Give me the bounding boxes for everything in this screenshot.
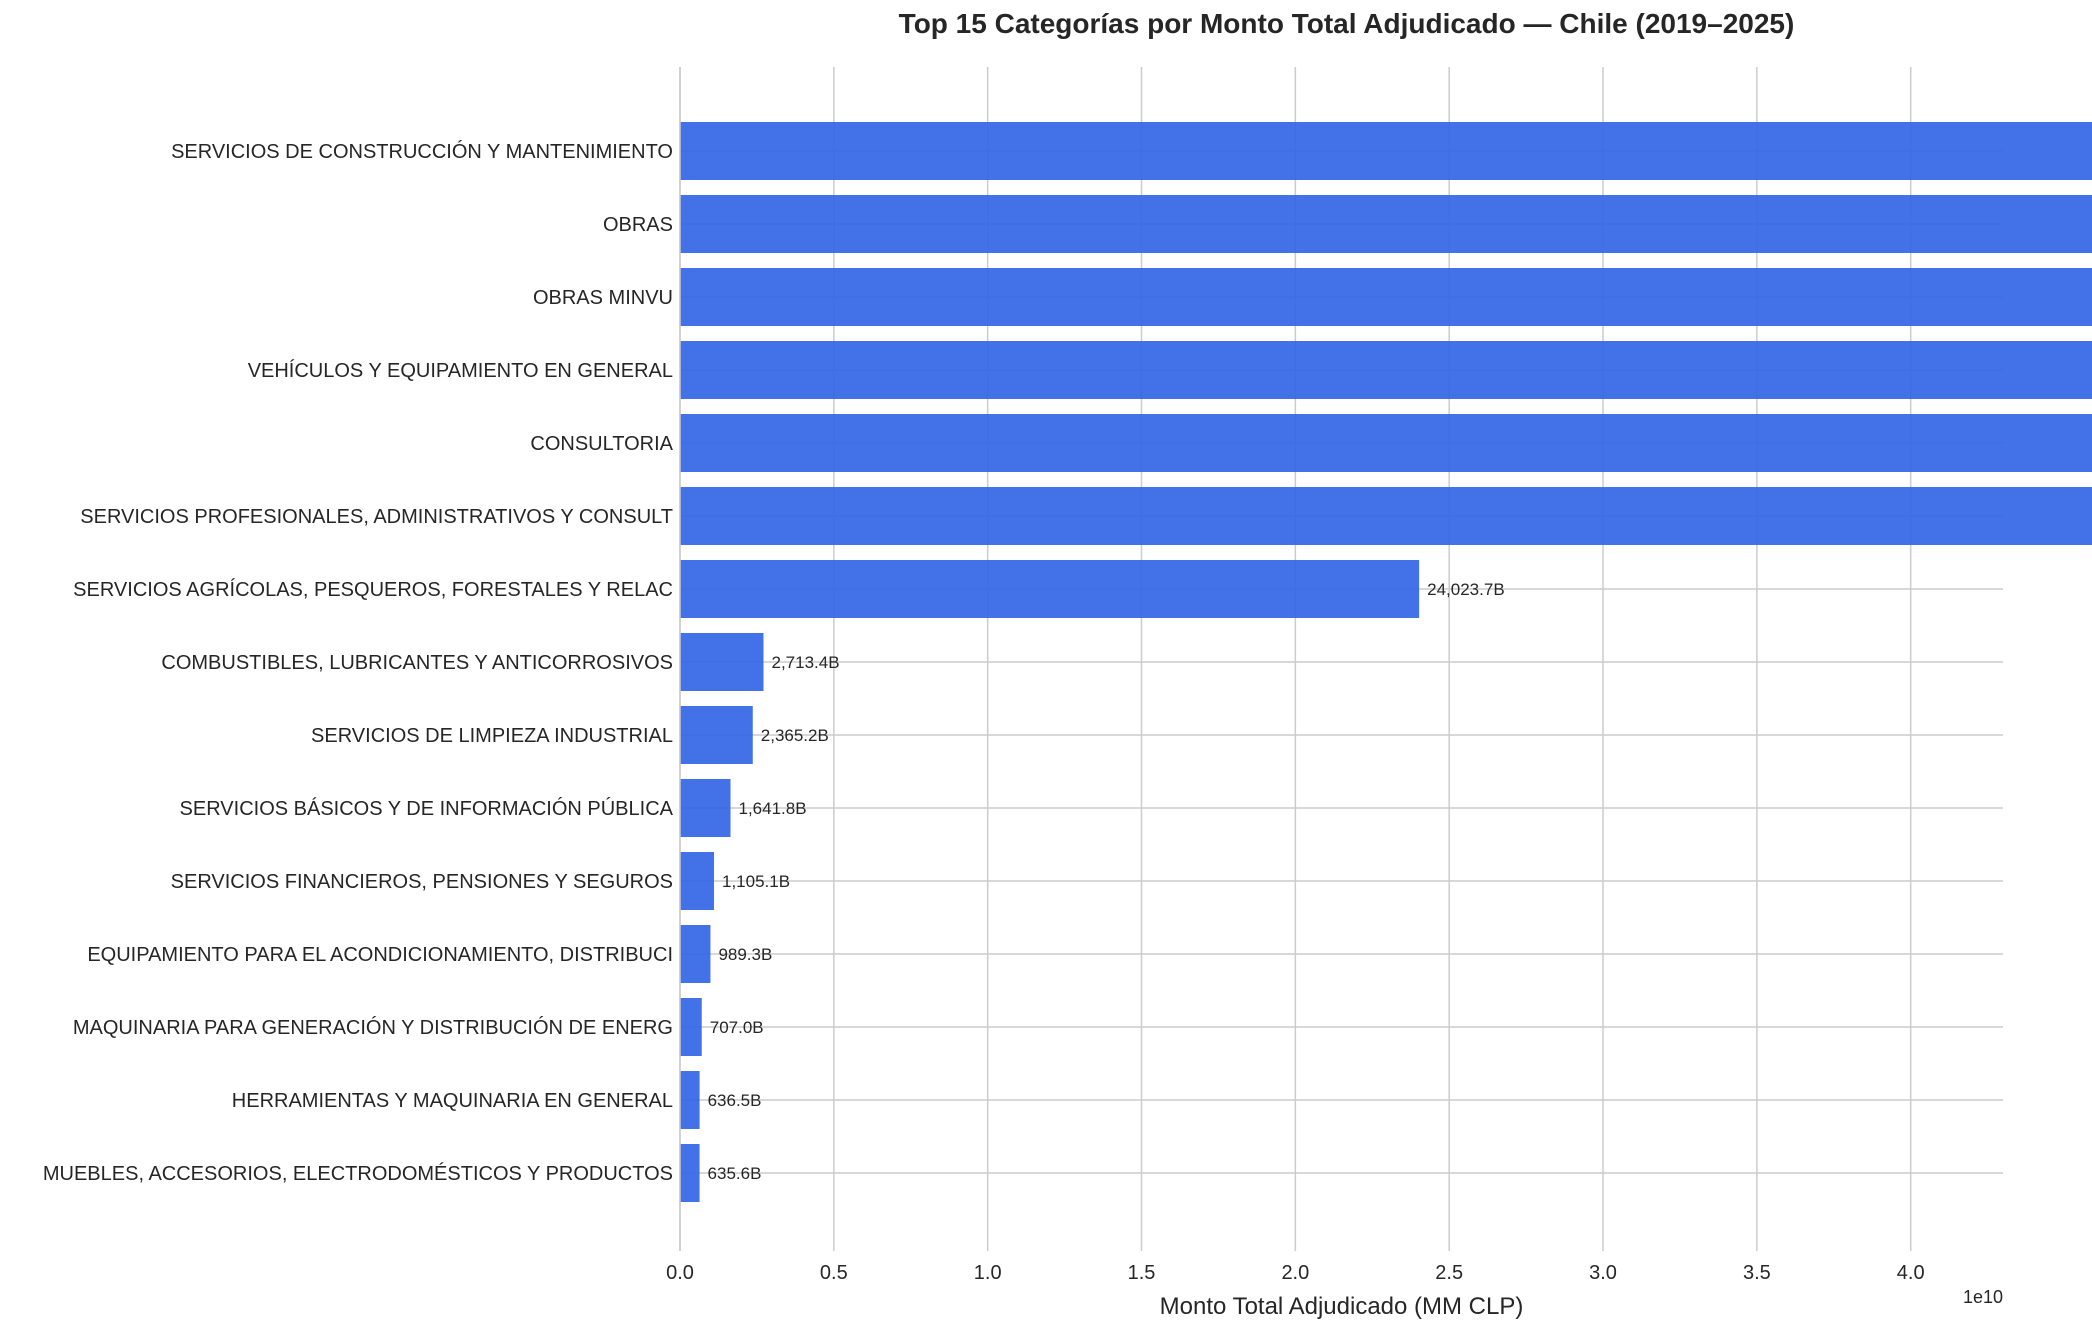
x-tick-label: 0.5	[820, 1262, 848, 1284]
value-label: 1,641.8B	[739, 799, 807, 818]
category-label: OBRAS	[603, 214, 673, 236]
category-label: SERVICIOS AGRÍCOLAS, PESQUEROS, FORESTAL…	[73, 578, 673, 601]
x-tick-label: 1.5	[1128, 1262, 1156, 1284]
x-tick-label: 0.0	[666, 1262, 694, 1284]
bar	[680, 1071, 700, 1129]
bar	[680, 779, 731, 837]
bar	[680, 122, 2092, 180]
value-label: 989.3B	[718, 945, 772, 964]
value-label: 707.0B	[710, 1018, 764, 1037]
value-label: 2,713.4B	[771, 653, 839, 672]
category-label: SERVICIOS DE LIMPIEZA INDUSTRIAL	[311, 725, 673, 747]
category-label: VEHÍCULOS Y EQUIPAMIENTO EN GENERAL	[248, 359, 673, 382]
category-label: MAQUINARIA PARA GENERACIÓN Y DISTRIBUCIÓ…	[73, 1016, 673, 1039]
category-label: HERRAMIENTAS Y MAQUINARIA EN GENERAL	[232, 1090, 673, 1112]
category-label: COMBUSTIBLES, LUBRICANTES Y ANTICORROSIV…	[161, 652, 673, 674]
bar	[680, 998, 702, 1056]
bar	[680, 633, 764, 691]
bar	[680, 706, 753, 764]
bar	[680, 195, 2092, 253]
value-label: 2,365.2B	[761, 726, 829, 745]
bar	[680, 852, 715, 910]
x-tick-label: 2.0	[1281, 1262, 1309, 1284]
x-tick-label: 2.5	[1435, 1262, 1463, 1284]
x-tick-label: 3.5	[1743, 1262, 1771, 1284]
bar	[680, 560, 1420, 618]
bar	[680, 1144, 700, 1202]
x-axis-label: Monto Total Adjudicado (MM CLP)	[1160, 1293, 1524, 1320]
value-label: 24,023.7B	[1427, 580, 1505, 599]
category-label: MUEBLES, ACCESORIOS, ELECTRODOMÉSTICOS Y…	[43, 1162, 673, 1185]
value-label: 1,105.1B	[722, 872, 790, 891]
bar	[680, 268, 2092, 326]
category-label: OBRAS MINVU	[533, 287, 673, 309]
category-label: SERVICIOS PROFESIONALES, ADMINISTRATIVOS…	[80, 506, 673, 528]
category-label: SERVICIOS DE CONSTRUCCIÓN Y MANTENIMIENT…	[171, 140, 673, 163]
bar	[680, 414, 2092, 472]
x-axis-offset-label: 1e10	[1963, 1287, 2003, 1307]
value-label: 636.5B	[708, 1091, 762, 1110]
x-tick-label: 4.0	[1897, 1262, 1925, 1284]
category-label: SERVICIOS FINANCIEROS, PENSIONES Y SEGUR…	[171, 871, 673, 893]
tick-layer: 0.0 0.5 1.0 1.5 2.0 2.5 3.0 3.5 4.0	[666, 1262, 1925, 1284]
chart-title: Top 15 Categorías por Monto Total Adjudi…	[898, 8, 1795, 39]
category-label: SERVICIOS BÁSICOS Y DE INFORMACIÓN PÚBLI…	[180, 797, 674, 820]
bar	[680, 925, 711, 983]
label-layer: SERVICIOS DE CONSTRUCCIÓN Y MANTENIMIENT…	[43, 140, 1505, 1185]
category-label: CONSULTORIA	[530, 433, 673, 455]
bar-layer	[680, 122, 2092, 1202]
category-label: EQUIPAMIENTO PARA EL ACONDICIONAMIENTO, …	[87, 944, 673, 966]
x-tick-label: 3.0	[1589, 1262, 1617, 1284]
bar	[680, 341, 2092, 399]
x-tick-label: 1.0	[974, 1262, 1002, 1284]
bar	[680, 487, 2092, 545]
value-label: 635.6B	[708, 1164, 762, 1183]
